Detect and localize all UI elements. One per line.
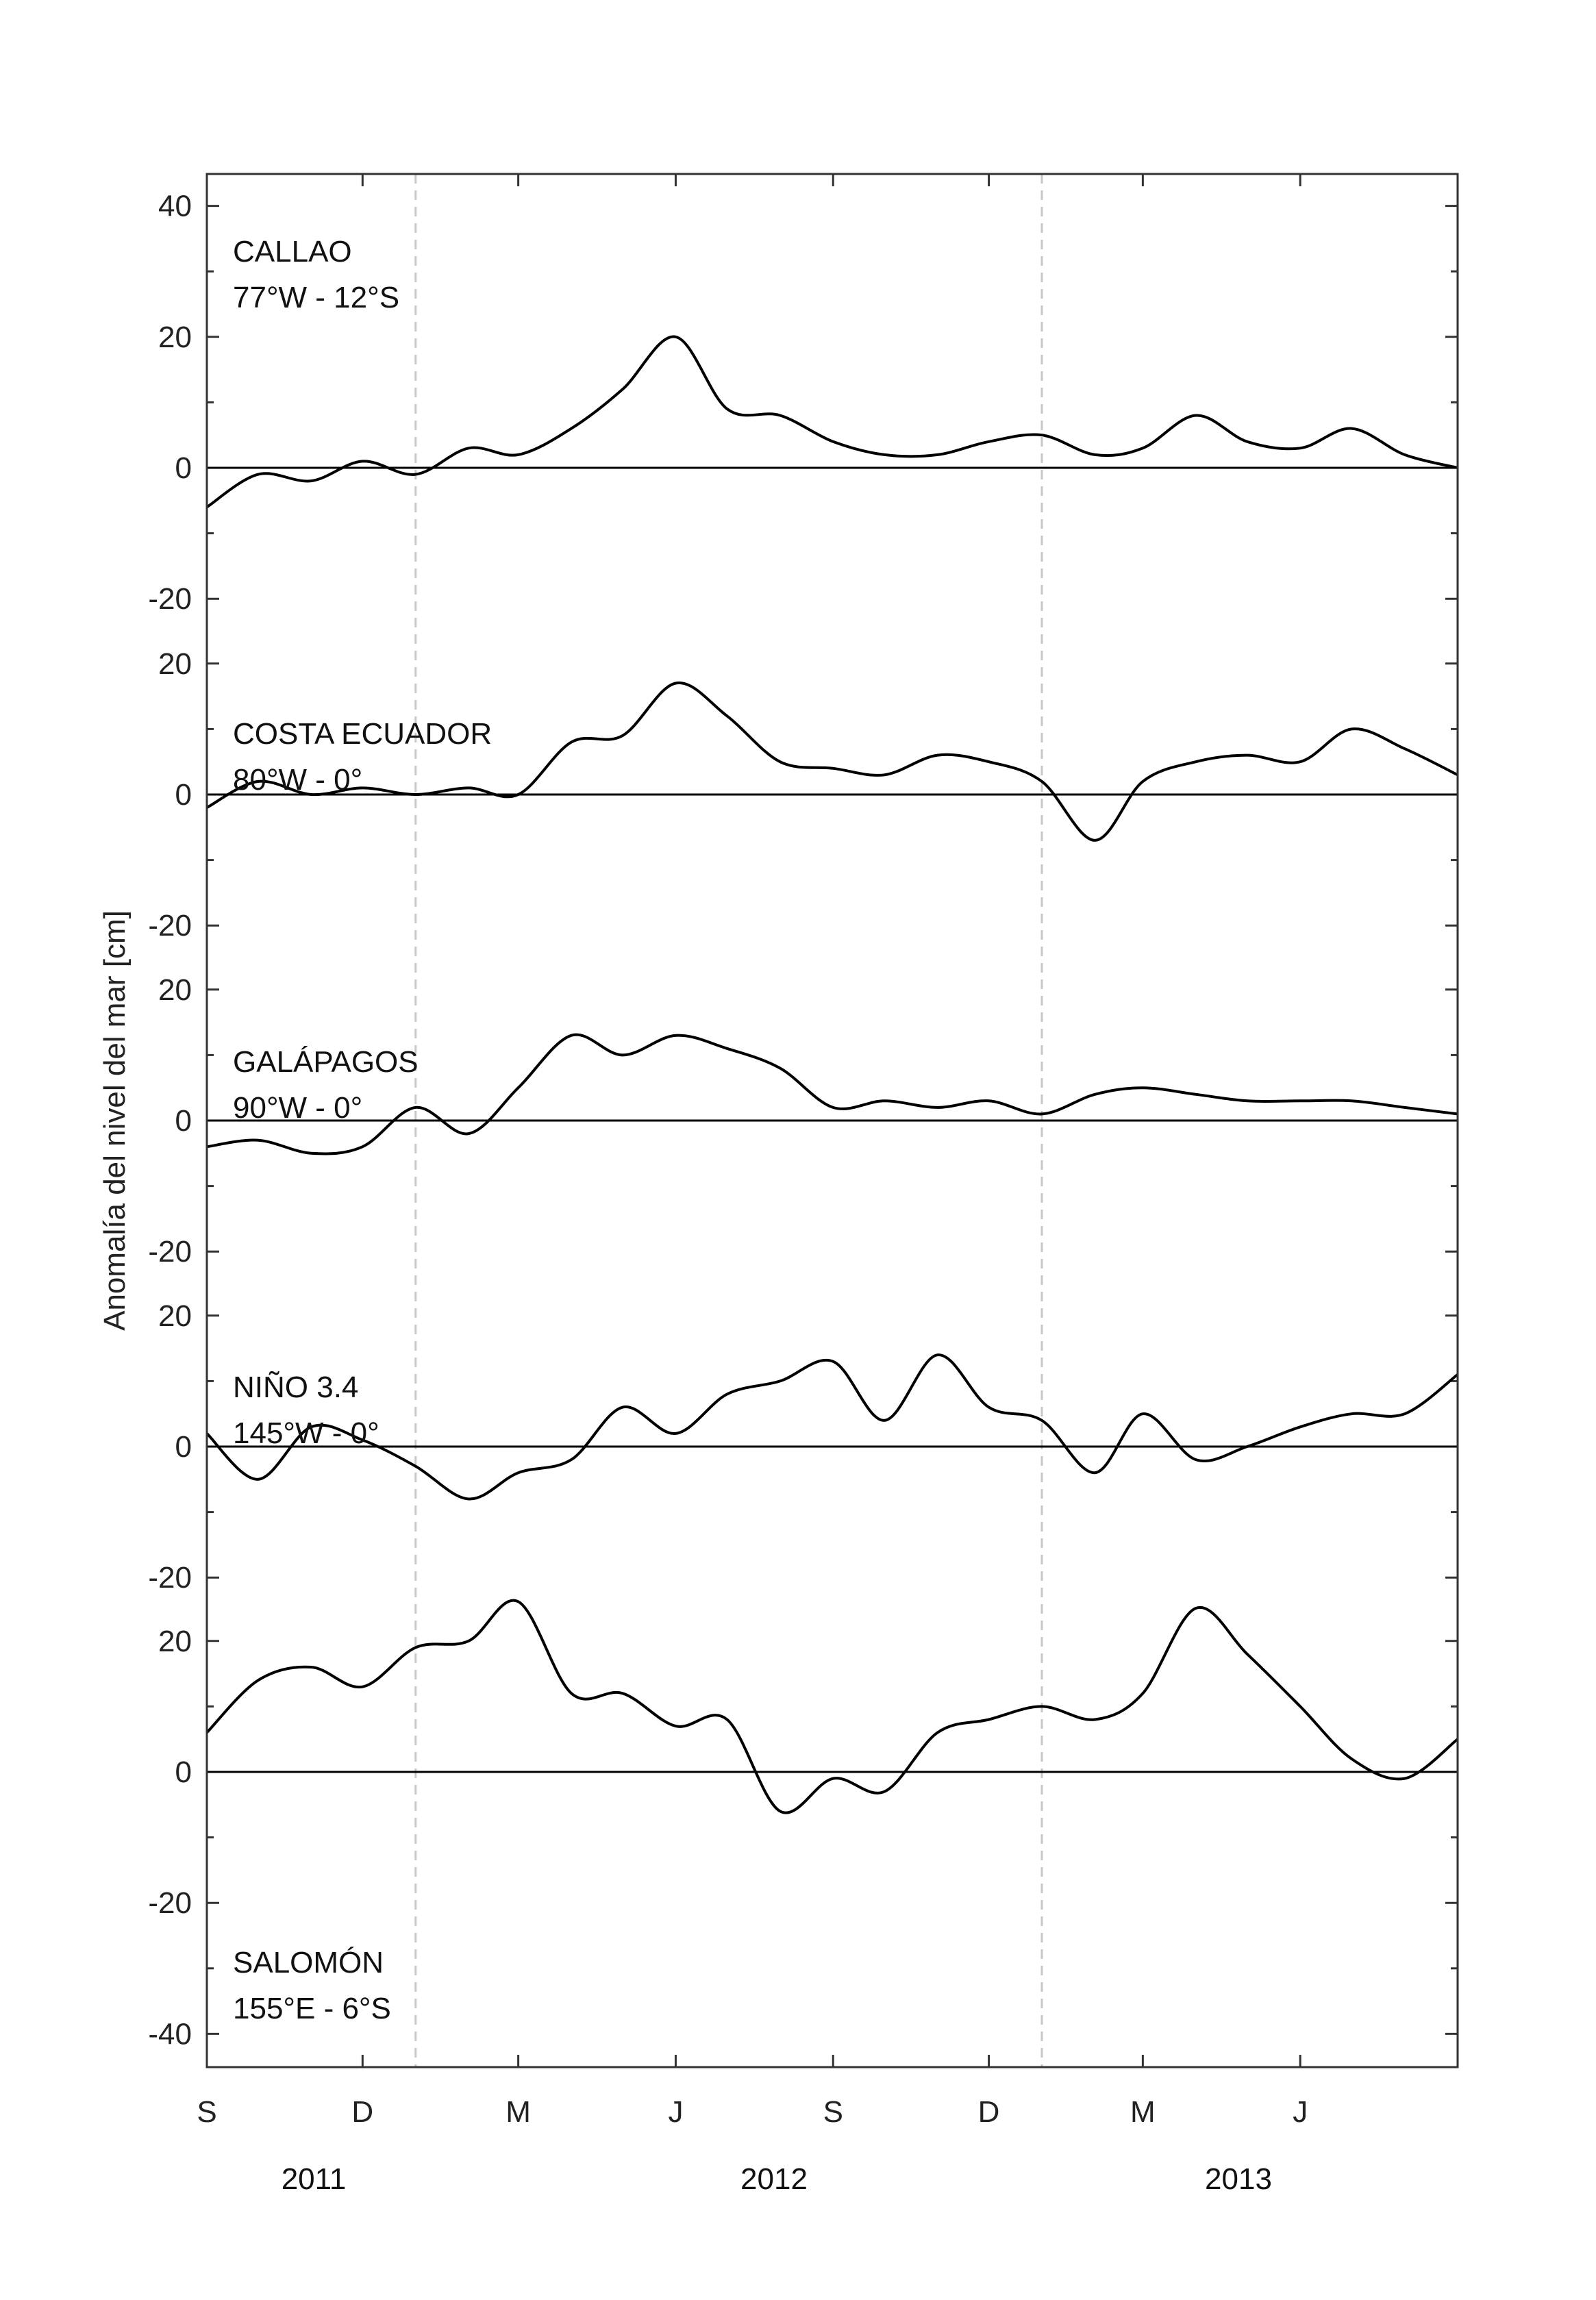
y-tick-label: 0	[175, 1755, 192, 1789]
y-tick-label: -40	[148, 2017, 192, 2051]
panel-location-label: 90°W - 0°	[233, 1091, 362, 1125]
series-line-1	[206, 682, 1458, 842]
series-line-2	[206, 1033, 1458, 1155]
x-tick-label: D	[978, 2095, 1000, 2129]
panel-0: 40 20 0 -20 CALLAO 77°W - 12°S	[148, 190, 1458, 616]
year-label-2012: 2012	[740, 2162, 808, 2196]
y-tick-label: 20	[158, 973, 192, 1007]
year-label-2013: 2013	[1205, 2162, 1272, 2196]
y-tick-label: -20	[148, 1235, 192, 1268]
y-tick-label: -20	[148, 1886, 192, 1920]
plot-frame	[205, 173, 1459, 2068]
x-tick-label: S	[197, 2095, 216, 2129]
panel-name-label: SALOMÓN	[233, 1946, 384, 1979]
year-label-2011: 2011	[282, 2162, 347, 2196]
y-tick-label: 20	[158, 647, 192, 681]
y-tick-label: 0	[175, 1430, 192, 1464]
x-tick-label: J	[1293, 2095, 1308, 2129]
year-dividers	[414, 174, 1043, 2067]
y-tick-label: -20	[148, 1561, 192, 1595]
panel-location-label: 80°W - 0°	[233, 763, 362, 797]
x-tick-label: M	[506, 2095, 531, 2129]
panel-location-label: 145°W - 0°	[233, 1416, 379, 1450]
series-line-3	[205, 1353, 1459, 1501]
panel-2: 20 0 -20 GALÁPAGOS 90°W - 0°	[148, 973, 1458, 1268]
series-line-0	[205, 335, 1458, 509]
panel-location-label: 77°W - 12°S	[233, 281, 399, 314]
y-tick-label: -20	[148, 582, 192, 616]
chart-panels: 40 20 0 -20 CALLAO 77°W - 12°S 20 0 -20 COSTA ECU…	[148, 190, 1459, 2051]
y-tick-label: 20	[158, 1299, 192, 1333]
x-axis: S D M J S D M J 2011 2012 2013	[197, 174, 1308, 2196]
panel-3: 20 0 -20 NIÑO 3.4 145°W - 0°	[148, 1299, 1459, 1595]
panel-1: 20 0 -20 COSTA ECUADOR 80°W - 0°	[148, 647, 1458, 942]
panel-4: 20 0 -20 -40 SALOMÓN 155°E - 6°S	[148, 1599, 1459, 2051]
y-tick-label: -20	[148, 909, 192, 942]
y-tick-label: 0	[175, 778, 192, 812]
series-line-4	[205, 1599, 1459, 1814]
y-tick-label: 40	[158, 190, 192, 223]
y-tick-label: 20	[158, 321, 192, 354]
x-tick-label: J	[668, 2095, 683, 2129]
x-tick-label: S	[823, 2095, 843, 2129]
y-axis-label: Anomalía del nivel del mar [cm]	[98, 910, 132, 1331]
y-tick-label: 20	[158, 1625, 192, 1658]
panel-name-label: GALÁPAGOS	[233, 1045, 419, 1079]
y-tick-label: 0	[175, 1104, 192, 1138]
panel-location-label: 155°E - 6°S	[233, 1992, 391, 2025]
x-tick-label: D	[351, 2095, 373, 2129]
x-tick-label: M	[1130, 2095, 1156, 2129]
panel-name-label: COSTA ECUADOR	[233, 717, 492, 751]
panel-name-label: NIÑO 3.4	[233, 1370, 358, 1404]
panel-name-label: CALLAO	[233, 235, 352, 268]
y-tick-label: 0	[175, 451, 192, 485]
